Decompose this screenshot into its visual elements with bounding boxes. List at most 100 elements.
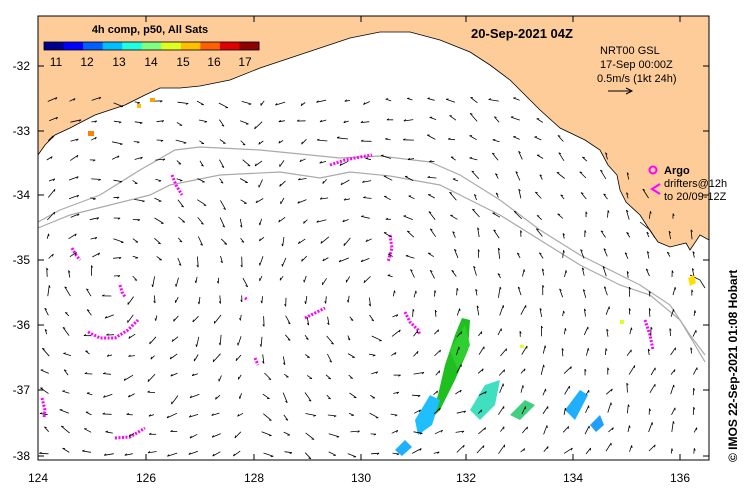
current-vector bbox=[603, 286, 608, 296]
current-vector bbox=[518, 189, 522, 199]
current-vector bbox=[429, 117, 437, 120]
current-vector bbox=[91, 136, 97, 141]
current-vector-head bbox=[137, 219, 141, 222]
current-vector-head bbox=[629, 425, 631, 429]
current-vector-head bbox=[561, 348, 564, 351]
current-vector-head bbox=[178, 263, 182, 266]
current-vector-head bbox=[117, 275, 121, 278]
current-vector-head bbox=[365, 239, 368, 242]
current-vector bbox=[562, 233, 565, 239]
current-vector bbox=[560, 194, 565, 200]
current-vector-head bbox=[76, 194, 79, 198]
current-vector bbox=[124, 453, 133, 456]
current-vector-head bbox=[493, 229, 496, 232]
current-vector bbox=[433, 407, 441, 415]
current-vector bbox=[86, 392, 93, 396]
current-vector-head bbox=[76, 138, 79, 142]
current-vector bbox=[305, 413, 316, 416]
current-vector-head bbox=[692, 251, 695, 254]
current-vector-head bbox=[449, 191, 453, 194]
x-tick-label: 126 bbox=[136, 471, 156, 485]
current-vector bbox=[258, 140, 264, 145]
current-vector-head bbox=[385, 137, 388, 140]
current-vector bbox=[301, 255, 308, 262]
current-vector-head bbox=[437, 329, 439, 333]
current-vector-head bbox=[631, 327, 633, 331]
current-vector bbox=[152, 276, 155, 287]
current-vector bbox=[70, 119, 82, 123]
current-vector bbox=[454, 249, 459, 259]
current-vector-head bbox=[192, 319, 194, 323]
map-date-title: 20-Sep-2021 04Z bbox=[471, 26, 573, 41]
current-vector bbox=[670, 309, 674, 317]
current-vector bbox=[264, 372, 272, 380]
current-vector-head bbox=[437, 451, 440, 454]
current-vector bbox=[693, 427, 698, 433]
current-vector-head bbox=[360, 139, 364, 142]
current-vector bbox=[198, 119, 208, 122]
current-vector-head bbox=[301, 141, 303, 145]
current-vector-head bbox=[222, 225, 225, 228]
colorbar-segment bbox=[180, 42, 201, 50]
current-vector bbox=[478, 346, 485, 355]
current-vector-head bbox=[182, 221, 185, 223]
current-vector-head bbox=[298, 177, 301, 181]
current-vector-head bbox=[419, 448, 422, 451]
current-vector bbox=[176, 160, 182, 165]
current-vector bbox=[197, 178, 205, 183]
current-vector-head bbox=[690, 347, 693, 350]
current-vector bbox=[520, 368, 526, 374]
current-vector-head bbox=[372, 354, 376, 357]
current-vector bbox=[254, 121, 263, 130]
current-vector bbox=[278, 216, 286, 223]
current-vector bbox=[497, 328, 502, 336]
current-vector bbox=[647, 251, 650, 259]
current-vector-head bbox=[340, 182, 343, 186]
current-vector bbox=[260, 336, 263, 347]
current-vector-head bbox=[105, 430, 109, 433]
current-vector-head bbox=[471, 170, 475, 173]
current-vector bbox=[521, 345, 528, 355]
colorbar-segment bbox=[239, 42, 260, 50]
current-vector bbox=[322, 278, 327, 286]
current-vector-head bbox=[339, 163, 342, 166]
current-vector bbox=[452, 231, 456, 238]
current-vector bbox=[557, 135, 564, 142]
current-vector-head bbox=[98, 179, 101, 181]
current-vector bbox=[262, 354, 265, 364]
current-vector bbox=[176, 178, 183, 181]
current-vector-head bbox=[316, 100, 319, 103]
current-vector bbox=[195, 276, 198, 284]
current-vector-head bbox=[497, 273, 501, 276]
current-vector-head bbox=[419, 432, 423, 435]
current-vector-head bbox=[612, 427, 614, 431]
current-vector bbox=[320, 197, 329, 200]
current-vector bbox=[602, 266, 607, 277]
current-vector bbox=[90, 237, 98, 240]
axis-ticks bbox=[37, 16, 709, 460]
x-tick-label: 124 bbox=[28, 471, 48, 485]
current-vector bbox=[500, 426, 505, 432]
current-vector-head bbox=[558, 152, 562, 155]
current-vector bbox=[672, 287, 676, 296]
current-vector bbox=[298, 238, 306, 245]
current-vector-head bbox=[275, 103, 278, 106]
current-vector bbox=[488, 99, 499, 102]
current-vector bbox=[493, 116, 500, 123]
current-vector bbox=[281, 257, 287, 267]
current-vector bbox=[69, 252, 77, 258]
current-vector bbox=[385, 98, 392, 102]
current-vector-head bbox=[563, 310, 565, 314]
current-vector bbox=[189, 414, 199, 418]
current-vector bbox=[668, 231, 671, 240]
current-vector-head bbox=[93, 198, 96, 200]
current-vector bbox=[149, 336, 157, 345]
current-vector-head bbox=[284, 303, 287, 307]
current-vector bbox=[240, 238, 245, 243]
current-vector-head bbox=[407, 230, 410, 233]
current-vector bbox=[283, 414, 289, 421]
current-vector bbox=[169, 353, 178, 360]
current-vector bbox=[325, 296, 327, 304]
current-vector-head bbox=[116, 196, 120, 199]
current-vector bbox=[327, 353, 332, 363]
